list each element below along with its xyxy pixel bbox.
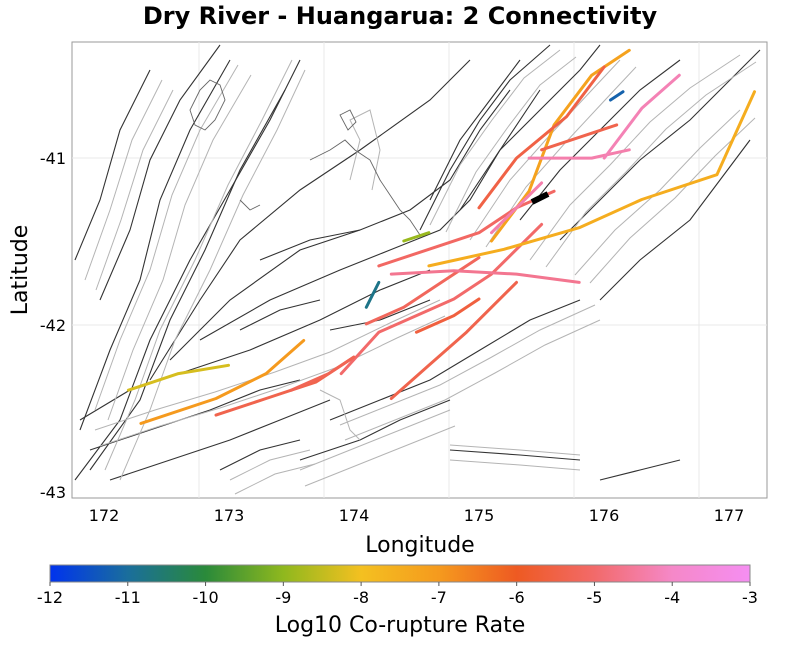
- corupture-fault-0: [139, 339, 306, 425]
- x-tick-labels: 172 173 174 175 176 177: [89, 506, 745, 525]
- x-tick-label: 175: [464, 506, 495, 525]
- x-axis-label: Longitude: [365, 533, 474, 558]
- corupture-fault-15: [364, 280, 381, 309]
- page-title: Dry River - Huangarua: 2 Connectivity: [143, 2, 658, 30]
- y-tick-labels: -41 -42 -43: [40, 149, 66, 502]
- corupture-fault-1: [126, 363, 230, 392]
- fault-surface-outlines: [84, 49, 757, 495]
- corupture-fault-18: [414, 297, 481, 334]
- colorbar-tick-label: -9: [275, 588, 291, 607]
- y-tick-label: -43: [40, 483, 66, 502]
- corupture-fault-13: [602, 73, 681, 160]
- corupture-fault-14: [540, 123, 619, 152]
- background-fault-traces: [74, 44, 761, 481]
- corupture-fault-16: [402, 231, 431, 243]
- corupture-fault-7: [389, 269, 581, 284]
- colorbar-tick-label: -7: [431, 588, 447, 607]
- corupture-fault-11: [490, 181, 544, 235]
- corupture-fault-4: [389, 280, 518, 400]
- y-tick-label: -42: [40, 316, 66, 335]
- y-axis-label: Latitude: [8, 225, 33, 316]
- colorbar-ticks: -12 -11 -10 -9 -8 -7 -6 -5 -4 -3: [37, 582, 758, 607]
- source-fault-dry-river-huangarua: [530, 191, 550, 205]
- y-tick-label: -41: [40, 149, 66, 168]
- colorbar-tick-label: -10: [192, 588, 218, 607]
- x-tick-label: 173: [214, 506, 245, 525]
- colorbar-tick-label: -5: [586, 588, 602, 607]
- corupture-fault-12: [527, 148, 631, 160]
- colorbar-tick-label: -4: [664, 588, 680, 607]
- x-tick-label: 172: [89, 506, 120, 525]
- colorbar-tick-label: -8: [353, 588, 369, 607]
- corupture-fault-3: [339, 222, 544, 376]
- coastline: [189, 79, 421, 236]
- colorbar: [49, 564, 751, 583]
- colorbar-tick-label: -3: [742, 588, 758, 607]
- x-tick-label: 174: [339, 506, 370, 525]
- plot-area: [71, 41, 768, 499]
- corupture-fault-6: [377, 189, 556, 268]
- colorbar-label: Log10 Co-rupture Rate: [275, 613, 526, 638]
- colorbar-tick-label: -6: [509, 588, 525, 607]
- corupture-fault-19: [289, 355, 356, 392]
- colorbar-tick-label: -11: [115, 588, 141, 607]
- x-tick-label: 176: [589, 506, 620, 525]
- colorbar-tick-label: -12: [37, 588, 63, 607]
- x-tick-label: 177: [714, 506, 745, 525]
- colored-fault-lines: [126, 48, 756, 425]
- corupture-fault-10: [477, 65, 606, 210]
- corupture-fault-17: [609, 90, 625, 102]
- corupture-fault-8: [427, 90, 756, 268]
